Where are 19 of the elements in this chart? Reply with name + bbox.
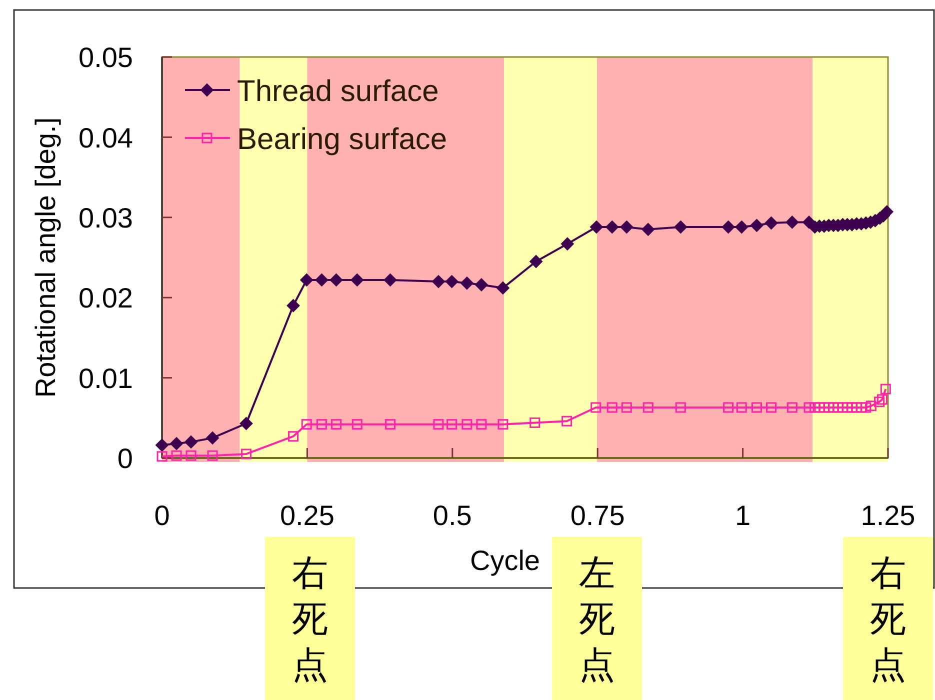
text: 右死点 <box>870 553 906 686</box>
x-axis-title: Cycle <box>470 545 540 576</box>
y-axis-title: Rotational angle [deg.] <box>30 117 61 398</box>
x-tick-label: 1.25 <box>860 500 916 531</box>
x-tick-label: 0.75 <box>570 500 625 531</box>
legend-label: Bearing surface <box>237 122 448 156</box>
text: 左死点 <box>579 553 615 686</box>
x-tick-label: 0 <box>154 500 170 531</box>
legend-label: Thread surface <box>237 74 439 108</box>
text: 右死点 <box>292 553 328 686</box>
y-tick-label: 0.03 <box>78 202 133 234</box>
y-tick-label: 0.01 <box>78 362 133 394</box>
x-tick-label: 0.5 <box>432 500 472 531</box>
y-tick-label: 0.04 <box>78 122 133 154</box>
y-tick-label: 0.05 <box>78 42 133 74</box>
y-tick-label: 0 <box>117 443 133 474</box>
y-tick-label: 0.02 <box>78 282 133 314</box>
x-tick-label: 1 <box>735 500 751 531</box>
x-tick-label: 0.25 <box>280 500 334 531</box>
